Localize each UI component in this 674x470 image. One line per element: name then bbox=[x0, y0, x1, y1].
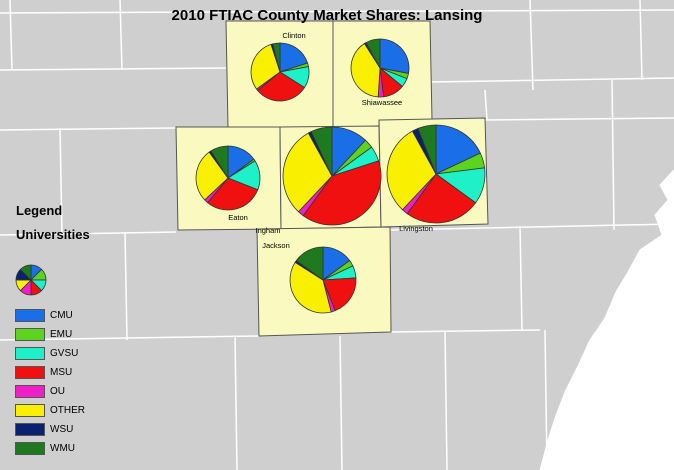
legend-swatch bbox=[15, 385, 45, 398]
legend-swatch bbox=[15, 404, 45, 417]
legend-sample-pie bbox=[15, 264, 47, 296]
livingston-slice-other bbox=[386, 130, 437, 211]
livingston-county-label: Livingston bbox=[399, 224, 433, 233]
legend-subtitle: Universities bbox=[16, 227, 90, 242]
legend-sample-slice-wmu bbox=[19, 264, 32, 281]
shiawassee-slice-cmu bbox=[379, 38, 410, 74]
clinton-slice-wmu bbox=[272, 42, 281, 73]
legend-label: GVSU bbox=[50, 348, 79, 359]
clinton-pie-chart bbox=[250, 42, 310, 102]
legend-title: Legend bbox=[16, 203, 63, 218]
ingham-slice-other bbox=[282, 132, 333, 213]
shiawassee-slice-wmu bbox=[365, 38, 381, 69]
map-title: 2010 FTIAC County Market Shares: Lansing bbox=[171, 7, 483, 24]
jackson-pie-chart bbox=[289, 246, 357, 314]
legend-label: MSU bbox=[50, 367, 73, 378]
clinton-county-label: Clinton bbox=[282, 31, 305, 40]
jackson-county-label: Jackson bbox=[262, 241, 290, 250]
jackson-slice-other bbox=[289, 261, 332, 314]
eaton-slice-other bbox=[195, 151, 229, 201]
legend-swatch bbox=[15, 309, 45, 322]
ingham-slice-wmu bbox=[310, 126, 333, 177]
livingston-slice-cmu bbox=[435, 124, 481, 175]
legend-label: WMU bbox=[50, 443, 75, 454]
ingham-county-label: Ingham bbox=[255, 226, 280, 235]
legend-label: CMU bbox=[50, 310, 73, 321]
clinton-slice-msu bbox=[257, 71, 306, 102]
eaton-county-label: Eaton bbox=[228, 213, 248, 222]
shiawassee-county-label: Shiawassee bbox=[362, 98, 402, 107]
ingham-pie-chart bbox=[282, 126, 382, 226]
shiawassee-pie-chart bbox=[350, 38, 410, 98]
legend-label: OU bbox=[50, 386, 65, 397]
legend-label: WSU bbox=[50, 424, 74, 435]
pie-charts: Clinton Shiawassee Eaton Ingham Livingston Ja… bbox=[15, 31, 486, 314]
clinton-slice-cmu bbox=[279, 42, 309, 73]
legend-swatch bbox=[15, 423, 45, 436]
eaton-slice-wmu bbox=[210, 145, 229, 180]
lake-erie-shore bbox=[539, 169, 674, 470]
livingston-slice-wmu bbox=[417, 124, 437, 175]
clinton-slice-other bbox=[250, 43, 281, 90]
eaton-pie-chart bbox=[195, 145, 261, 211]
legend-swatch bbox=[15, 442, 45, 455]
jackson-slice-msu bbox=[322, 277, 357, 312]
legend-label: EMU bbox=[50, 329, 73, 340]
legend-swatch bbox=[15, 328, 45, 341]
livingston-pie-chart bbox=[386, 124, 486, 224]
livingston-slice-msu bbox=[406, 173, 477, 224]
ingham-slice-msu bbox=[302, 160, 382, 226]
legend-label: OTHER bbox=[50, 405, 85, 416]
legend-swatch bbox=[15, 347, 45, 360]
legend-swatch bbox=[15, 366, 45, 379]
jackson-slice-wmu bbox=[295, 246, 324, 281]
eaton-slice-msu bbox=[207, 177, 259, 211]
